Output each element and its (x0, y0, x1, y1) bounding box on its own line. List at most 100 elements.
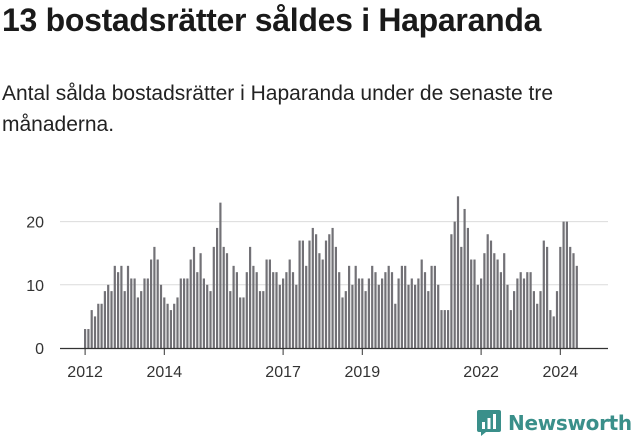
x-tick-label: 2024 (543, 364, 579, 381)
bar (216, 227, 219, 348)
bar (394, 303, 397, 348)
bar (209, 291, 212, 348)
bar (466, 227, 469, 348)
bar (486, 234, 489, 348)
bar (371, 265, 374, 348)
bar (496, 259, 499, 348)
bar (321, 259, 324, 348)
bar (509, 310, 512, 348)
bar (295, 284, 298, 348)
bar (387, 265, 390, 348)
bar (282, 278, 285, 348)
page-subtitle: Antal sålda bostadsrätter i Haparanda un… (2, 82, 554, 136)
bar (390, 272, 394, 348)
bar (93, 316, 97, 348)
bars (84, 196, 578, 348)
bar (311, 227, 314, 348)
bar (278, 284, 281, 348)
bar (460, 246, 463, 348)
bar (552, 316, 555, 348)
bar (414, 284, 417, 348)
bar (298, 240, 301, 348)
bar (163, 297, 166, 348)
bar (526, 272, 529, 348)
bar (361, 278, 364, 348)
x-tick-label: 2017 (265, 364, 301, 381)
x-tick-label: 2022 (463, 364, 499, 381)
bar (384, 272, 387, 348)
axes: 0 10 20 2012 2014 2017 2019 2022 2024 13 (26, 0, 608, 381)
bar (377, 284, 380, 348)
bar (196, 272, 199, 348)
bar (397, 278, 400, 348)
bar (153, 246, 156, 348)
y-tick-label: 0 (35, 341, 44, 358)
bar (308, 240, 311, 348)
bar (374, 272, 377, 348)
bar (186, 278, 189, 348)
bar (242, 297, 245, 348)
bar (489, 240, 493, 348)
bar (212, 246, 215, 348)
bar (539, 291, 542, 348)
bar (519, 272, 522, 348)
bar (159, 284, 163, 348)
bar (364, 291, 367, 348)
bar (499, 272, 502, 348)
bar (140, 291, 143, 348)
bar (199, 253, 202, 348)
bar (206, 284, 209, 348)
bar (420, 259, 423, 348)
bar (453, 221, 456, 348)
y-tick-label: 20 (26, 215, 44, 232)
bar (522, 278, 526, 348)
bar (407, 284, 410, 348)
bar (427, 291, 430, 348)
bar (483, 253, 486, 348)
bar (470, 259, 473, 348)
bar (110, 291, 113, 348)
bar (305, 265, 308, 348)
bar (516, 278, 519, 348)
bar (338, 272, 341, 348)
bar (529, 272, 532, 348)
bar (229, 291, 232, 348)
x-tick-label: 2012 (67, 364, 103, 381)
bar (156, 259, 159, 348)
bar (447, 310, 450, 348)
bar (433, 265, 436, 348)
bar (189, 259, 192, 348)
bar (123, 291, 126, 348)
bar (265, 259, 268, 348)
bar (381, 278, 384, 348)
bar (183, 278, 186, 348)
bar (192, 246, 196, 348)
bar (166, 303, 169, 348)
bar (513, 291, 516, 348)
bar (103, 291, 106, 348)
bar (328, 234, 331, 348)
bar (463, 208, 466, 348)
bar (262, 291, 265, 348)
bar (130, 278, 133, 348)
bar (301, 240, 304, 348)
bar (84, 329, 87, 348)
bar (133, 278, 136, 348)
bar (549, 310, 552, 348)
bar (348, 265, 351, 348)
bar (113, 265, 116, 348)
bar (562, 221, 565, 348)
bar (219, 202, 222, 348)
bar (575, 265, 578, 348)
bar (493, 253, 496, 348)
bar (555, 291, 559, 348)
bar (176, 297, 179, 348)
bar (450, 234, 453, 348)
bar (107, 284, 110, 348)
bar (331, 227, 334, 348)
newsworthy-logo-icon (477, 410, 501, 436)
bar (423, 272, 427, 348)
bar (324, 240, 328, 348)
bar (90, 310, 93, 348)
